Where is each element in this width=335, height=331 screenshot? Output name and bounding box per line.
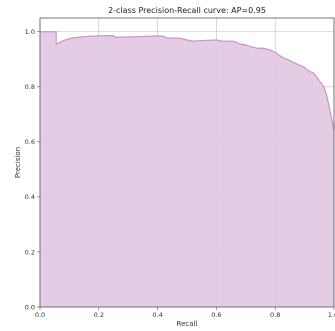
x-tick-label: 0.8: [270, 311, 280, 319]
plot-frame: [39, 17, 335, 308]
chart-title: 2-class Precision-Recall curve: AP=0.95: [108, 6, 266, 15]
x-tick-label: 0.2: [94, 311, 104, 319]
y-tick-label: 0.8: [25, 83, 35, 91]
x-axis-label: Recall: [177, 320, 198, 328]
y-tick-label: 0.6: [25, 138, 35, 146]
precision-recall-area: [40, 31, 334, 308]
x-tick-label: 0.0: [35, 311, 45, 319]
x-tick-label: 1.0: [328, 311, 335, 319]
precision-recall-curve: [40, 31, 335, 131]
y-axis: 0.0 0.2 0.4 0.6 0.8 1.0: [25, 28, 40, 311]
y-tick-label: 0.2: [25, 248, 35, 256]
y-tick-label: 0.4: [25, 193, 35, 201]
x-tick-label: 0.4: [152, 311, 162, 319]
y-tick-label: 1.0: [25, 28, 35, 36]
plot-area: [40, 31, 335, 308]
y-tick-label: 0.0: [25, 303, 35, 311]
y-axis-label: Precision: [14, 147, 22, 178]
x-axis: 0.0 0.2 0.4 0.6 0.8 1.0: [35, 307, 335, 319]
x-tick-label: 0.6: [211, 311, 221, 319]
